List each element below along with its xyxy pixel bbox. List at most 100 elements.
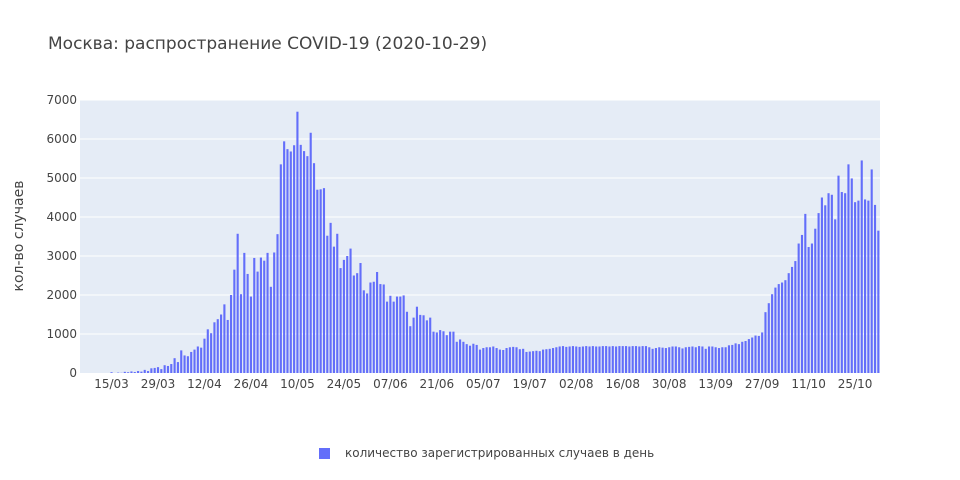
bar[interactable] [402,295,405,373]
bar[interactable] [631,346,634,373]
bar[interactable] [837,175,840,373]
bar[interactable] [369,282,372,373]
bar[interactable] [239,294,243,373]
bar[interactable] [804,213,807,373]
bar[interactable] [674,346,677,373]
bar[interactable] [249,296,253,373]
bar[interactable] [143,369,146,373]
bar[interactable] [123,371,126,373]
bar[interactable] [571,346,574,373]
bar[interactable] [522,348,525,373]
bar[interactable] [319,189,322,373]
bar[interactable] [462,341,465,373]
bar[interactable] [698,346,701,373]
bar[interactable] [133,372,136,373]
bar[interactable] [362,290,365,373]
bar[interactable] [137,371,140,373]
bar[interactable] [751,337,754,373]
bar[interactable] [435,332,438,373]
bar[interactable] [442,331,445,373]
bar[interactable] [873,204,877,373]
bar[interactable] [266,252,269,373]
bar[interactable] [156,367,160,373]
bar[interactable] [615,346,618,373]
bar[interactable] [538,351,541,373]
bar[interactable] [551,348,555,373]
bar[interactable] [711,346,714,373]
bar[interactable] [299,144,302,373]
bar[interactable] [644,346,648,373]
bar[interactable] [468,345,472,373]
bar[interactable] [296,111,299,373]
bar[interactable] [575,346,578,373]
bar[interactable] [472,343,475,373]
bar[interactable] [641,346,644,373]
bar[interactable] [206,329,209,373]
bar[interactable] [800,234,804,373]
bar[interactable] [233,269,236,373]
bar[interactable] [153,367,156,373]
bar[interactable] [558,346,561,373]
bar[interactable] [668,347,671,373]
bar[interactable] [754,335,757,373]
bar[interactable] [810,243,814,373]
bar[interactable] [263,260,266,373]
bar[interactable] [565,346,568,373]
bar[interactable] [827,193,830,373]
bar[interactable] [329,222,332,373]
bar[interactable] [293,145,296,373]
bar[interactable] [508,347,511,373]
bar[interactable] [459,339,462,373]
bar[interactable] [140,371,143,373]
bar[interactable] [840,192,843,373]
bar[interactable] [289,151,292,373]
bar[interactable] [405,311,409,373]
bar[interactable] [286,149,289,373]
bar[interactable] [790,266,794,373]
bar[interactable] [691,346,694,373]
bar[interactable] [495,348,498,373]
bar[interactable] [445,335,448,373]
bar[interactable] [385,301,389,373]
bar[interactable] [625,346,628,373]
bar[interactable] [146,371,150,373]
bar[interactable] [654,348,657,373]
bar[interactable] [844,193,847,373]
bar[interactable] [163,365,166,373]
bar[interactable] [376,271,379,373]
bar[interactable] [542,349,545,373]
bar[interactable] [830,194,833,373]
bar[interactable] [439,330,442,373]
bar[interactable] [877,230,880,373]
bar[interactable] [259,257,262,373]
bar[interactable] [346,256,349,373]
bar[interactable] [256,271,259,373]
bar[interactable] [359,263,362,373]
bar[interactable] [190,351,193,373]
bar[interactable] [220,314,223,374]
bar[interactable] [864,199,867,373]
bar[interactable] [180,350,183,373]
bar[interactable] [532,351,535,373]
bar[interactable] [707,346,711,373]
bar[interactable] [545,349,548,373]
bar[interactable] [870,169,873,373]
bar[interactable] [834,219,837,373]
bar[interactable] [339,268,342,373]
bar[interactable] [276,234,279,373]
bar[interactable] [618,346,621,373]
bar[interactable] [170,364,173,373]
bar[interactable] [528,351,531,373]
bar[interactable] [505,348,508,373]
bar[interactable] [634,346,638,373]
bar[interactable] [591,346,594,373]
bar[interactable] [857,200,860,373]
bar[interactable] [525,351,528,373]
bar[interactable] [216,319,219,373]
bar[interactable] [684,347,687,373]
bar[interactable] [588,346,591,373]
bar[interactable] [246,273,249,373]
bar[interactable] [213,322,216,373]
bar[interactable] [372,281,375,373]
bar[interactable] [661,347,664,373]
